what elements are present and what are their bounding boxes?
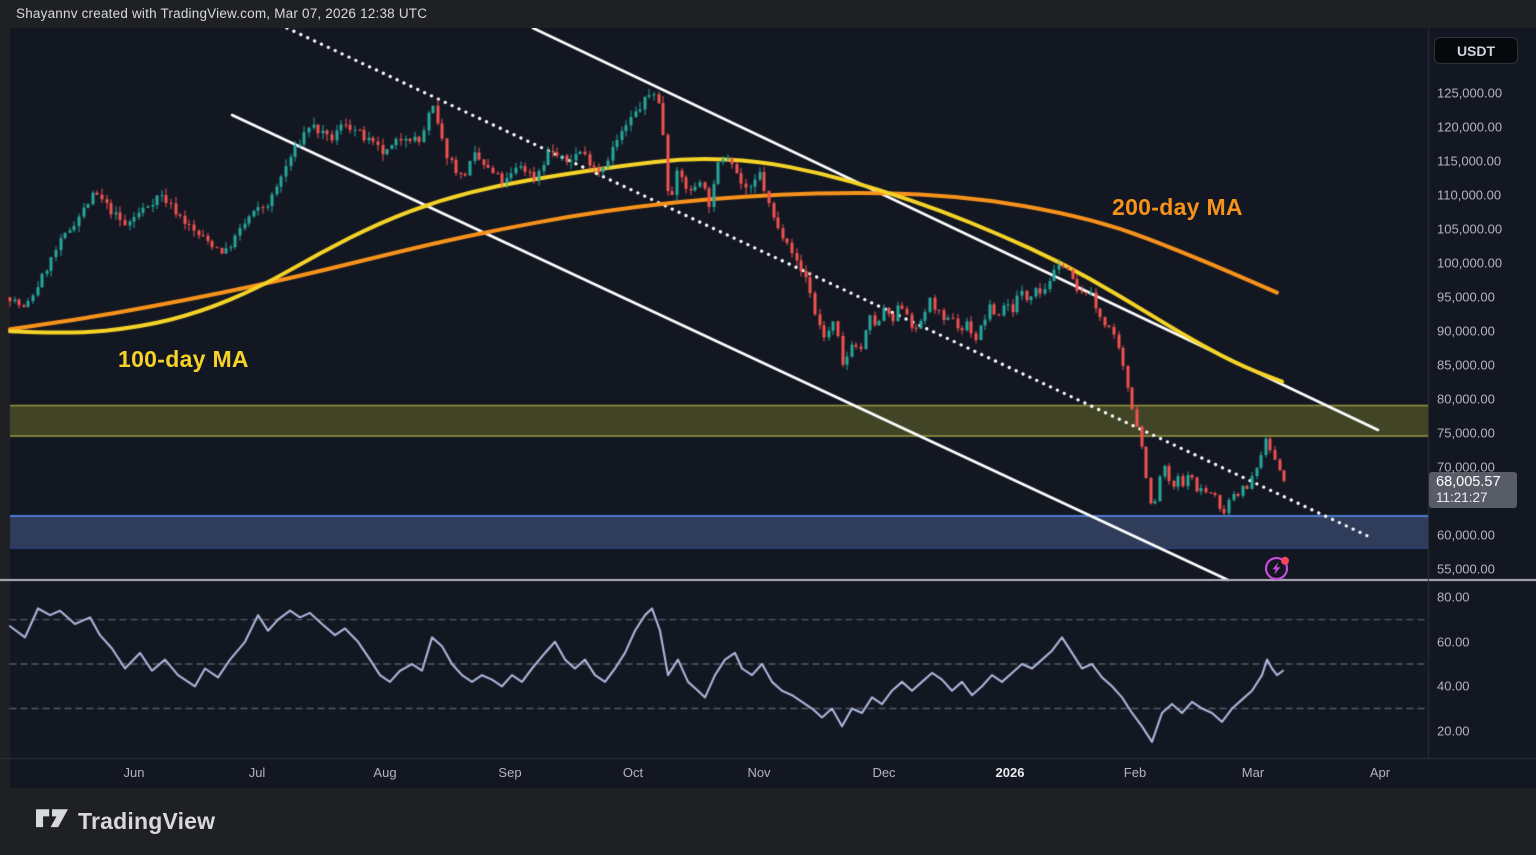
bar-countdown: 11:21:27: [1436, 490, 1488, 505]
price-axis-label: 110,000.00: [1437, 187, 1502, 203]
tradingview-logo-icon[interactable]: [36, 809, 68, 834]
time-axis-label: Sep: [498, 765, 522, 780]
rsi-axis-label: 60.00: [1437, 634, 1470, 650]
ma200-label: 200-day MA: [1112, 194, 1243, 220]
currency-badge[interactable]: USDT: [1434, 37, 1518, 64]
time-axis-label: 2026: [995, 765, 1025, 780]
last-price-badge: 68,005.57 11:21:27: [1429, 472, 1517, 508]
ma100-label: 100-day MA: [118, 346, 249, 372]
rsi-axis-label: 40.00: [1437, 678, 1470, 694]
time-axis-label: Nov: [747, 765, 771, 780]
time-axis-label: Jun: [123, 765, 145, 780]
time-axis-label: Feb: [1123, 765, 1147, 780]
time-axis-label: Mar: [1241, 765, 1265, 780]
time-axis-label: Jul: [248, 765, 266, 780]
price-chart-canvas[interactable]: [0, 28, 1536, 788]
price-axis-label: 60,000.00: [1437, 527, 1495, 543]
price-axis-label: 80,000.00: [1437, 391, 1495, 407]
price-axis-label: 90,000.00: [1437, 323, 1495, 339]
time-axis-label: Apr: [1369, 765, 1391, 780]
chart-attribution: Shayannv created with TradingView.com, M…: [16, 6, 428, 21]
price-axis-label: 115,000.00: [1437, 153, 1502, 169]
time-axis-label: Dec: [872, 765, 896, 780]
price-axis-label: 100,000.00: [1437, 255, 1503, 271]
footer-bar: TradingView: [0, 788, 1536, 855]
time-axis-label: Aug: [373, 765, 397, 780]
price-axis-label: 125,000.00: [1437, 85, 1503, 101]
rsi-axis-label: 20.00: [1437, 723, 1470, 739]
price-axis-label: 70,000.00: [1437, 459, 1495, 475]
last-price-value: 68,005.57: [1436, 474, 1501, 490]
price-axis-label: 120,000.00: [1437, 119, 1503, 135]
flash-lightning-icon[interactable]: [1262, 553, 1292, 583]
price-axis-label: 75,000.00: [1437, 425, 1495, 441]
price-axis-label: 95,000.00: [1437, 289, 1495, 305]
rsi-axis-label: 80.00: [1437, 589, 1470, 605]
price-axis-label: 105,000.00: [1437, 221, 1503, 237]
time-axis-label: Oct: [622, 765, 644, 780]
price-axis-label: 55,000.00: [1437, 561, 1495, 577]
price-axis-label: 85,000.00: [1437, 357, 1495, 373]
tradingview-logo-text[interactable]: TradingView: [78, 808, 216, 834]
